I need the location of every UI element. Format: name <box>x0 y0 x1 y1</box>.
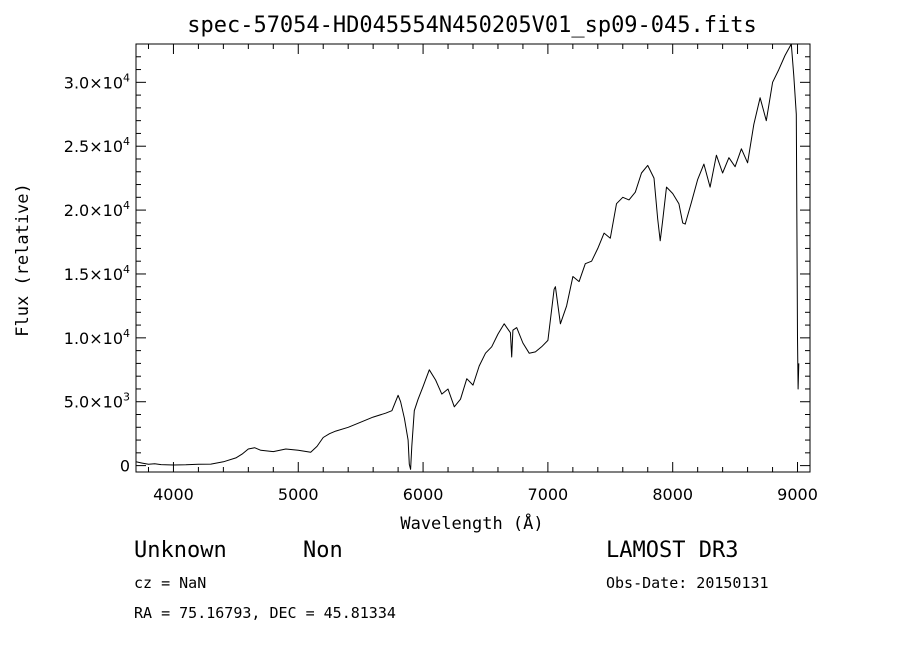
y-tick-label: 2.5×104 <box>64 135 130 156</box>
x-tick-label: 7000 <box>528 485 569 504</box>
x-tick-label: 8000 <box>652 485 693 504</box>
y-tick-label: 2.0×104 <box>64 199 130 220</box>
y-tick-label: 0 <box>120 457 130 476</box>
y-tick-exponent: 3 <box>123 391 130 404</box>
y-tick-exponent: 4 <box>123 199 130 212</box>
y-tick-exponent: 4 <box>123 327 130 340</box>
y-axis-label: Flux (relative) <box>13 183 33 337</box>
x-tick-label: 5000 <box>278 485 319 504</box>
plot-frame <box>135 43 811 473</box>
survey-name: LAMOST DR3 <box>606 538 739 563</box>
y-axis: 0 5.0×103 1.0×104 1.5×104 2.0×104 2.5×104 3.0×… <box>64 56 810 476</box>
y-tick-label: 1.0×104 <box>64 327 130 348</box>
x-tick-label: 4000 <box>153 485 194 504</box>
redshift-cz: cz = NaN <box>134 574 207 592</box>
x-tick-label: 9000 <box>777 485 818 504</box>
x-axis: 4000 5000 6000 7000 8000 9000 <box>147 44 818 504</box>
x-axis-label: Wavelength (Å) <box>400 512 543 534</box>
y-tick-exponent: 4 <box>123 263 130 276</box>
observation-date: Obs-Date: 20150131 <box>606 574 769 592</box>
y-tick-exponent: 4 <box>123 71 130 84</box>
y-tick-label: 3.0×104 <box>64 71 130 92</box>
y-tick-exponent: 4 <box>123 135 130 148</box>
spectrum-line <box>135 43 800 470</box>
coordinates: RA = 75.16793, DEC = 45.81334 <box>134 604 396 622</box>
chart-title: spec-57054-HD045554N450205V01_sp09-045.f… <box>187 13 757 38</box>
object-subclass: Non <box>303 538 343 563</box>
y-tick-label: 1.5×104 <box>64 263 130 284</box>
x-tick-label: 6000 <box>403 485 444 504</box>
y-tick-label: 5.0×103 <box>64 391 130 412</box>
object-class: Unknown <box>134 538 227 563</box>
